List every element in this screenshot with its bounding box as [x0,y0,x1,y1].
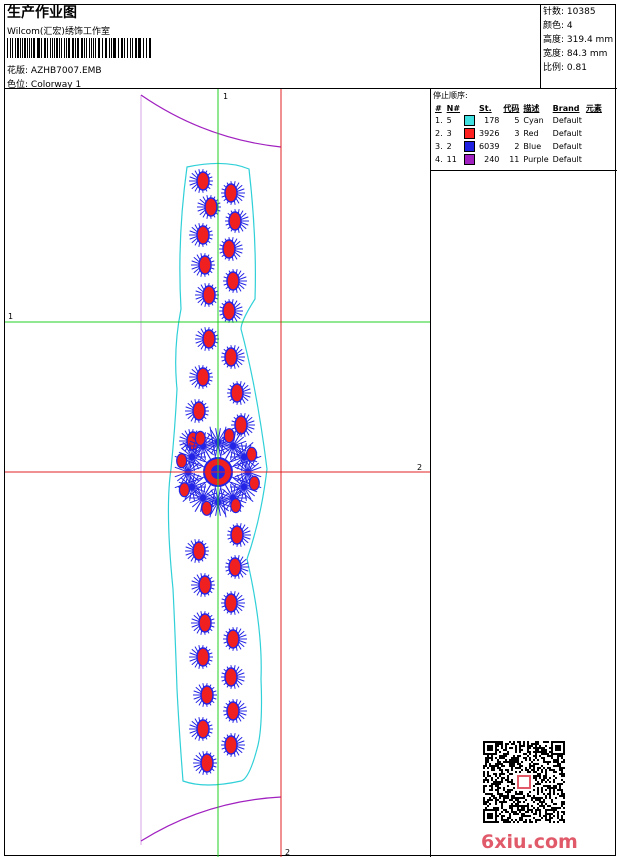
purple-bottom-arc [140,796,282,842]
company-name: Wilcom(汇宏)绣饰工作室 [7,27,110,37]
h2-label: 2 [417,463,422,472]
embroidery-preview: 1 1 2 2 [5,89,430,857]
row-code: 3 [514,129,520,138]
row-stitches: 6039 [479,142,500,151]
row-needle: 3 [446,129,452,138]
colorway-label: 色位: [7,80,29,90]
h1-label: 1 [8,312,13,321]
row-code: 5 [514,116,520,125]
site-logo: 6xiu.com [481,831,578,853]
row-brand: Default [552,142,582,151]
col-brand: Brand [552,103,580,113]
row-swatch [462,114,477,127]
colorway: 色位: Colorway 1 [7,77,81,90]
col-desc: 描述 [523,103,540,113]
page-title: 生产作业图 [7,5,77,21]
row-swatch [462,127,477,140]
design-stats: 针数: 10385 颜色: 4 高度: 319.4 mm 宽度: 84.3 mm… [541,5,617,89]
table-row: 1. 5 178 5 Cyan Default [433,114,604,127]
col-stitches: St. [479,103,492,113]
design-value: AZHB7007.EMB [30,66,102,76]
row-brand: Default [552,129,582,138]
v1-label: 1 [223,92,228,101]
stat-width: 宽度: 84.3 mm [543,49,608,59]
barcode [7,38,152,58]
color-swatch [464,154,476,165]
stop-sequence-table: # N# St. 代码 描述 Brand 元素 1. 5 178 5 Cyan Defau… [433,102,604,166]
row-desc: Purple [523,155,549,164]
col-needle: N# [446,103,461,113]
embroidery-motif [172,169,264,775]
stat-colors: 颜色: 4 [543,21,573,31]
header-info: 生产作业图 Wilcom(汇宏)绣饰工作室 花版: AZHB7007.EMB 色… [5,5,541,90]
stat-height: 高度: 319.4 mm [543,35,614,45]
stop-sequence-panel: 停止顺序: # N# St. 代码 描述 Brand 元素 1. 5 178 5 Cya… [431,89,617,171]
color-swatch [464,141,476,152]
row-stitches: 3926 [479,129,500,138]
purple-top-arc [140,94,282,148]
table-row: 3. 2 6039 2 Blue Default [433,140,604,153]
qr-code [483,741,565,823]
row-index: 2. [435,129,443,138]
cyan-boundary [167,162,268,786]
stat-stitches: 针数: 10385 [543,7,596,17]
row-needle: 11 [446,155,457,164]
v2-label: 2 [285,848,290,857]
row-stitches: 240 [484,155,500,164]
stop-sequence-header: # N# St. 代码 描述 Brand 元素 [433,102,604,114]
row-needle: 2 [446,142,452,151]
color-swatch [464,115,476,126]
col-swatch [462,102,477,114]
worksheet-frame: 生产作业图 Wilcom(汇宏)绣饰工作室 花版: AZHB7007.EMB 色… [4,4,617,857]
row-code: 2 [514,142,520,151]
row-brand: Default [552,155,582,164]
stop-sequence-title: 停止顺序: [433,91,468,100]
row-index: 1. [435,116,443,125]
stat-scale: 比例: 0.81 [543,63,587,73]
table-row: 4. 11 240 11 Purple Default [433,153,604,166]
row-stitches: 178 [484,116,500,125]
row-needle: 5 [446,116,452,125]
row-desc: Red [523,129,539,138]
row-brand: Default [552,116,582,125]
colorway-value: Colorway 1 [30,80,82,90]
row-code: 11 [509,155,520,164]
design-label: 花版: [7,66,29,76]
design-canvas: 1 1 2 2 [5,89,431,857]
table-row: 2. 3 3926 3 Red Default [433,127,604,140]
row-index: 3. [435,142,443,151]
col-code: 代码 [503,103,520,113]
col-element: 元素 [585,103,602,113]
row-index: 4. [435,155,443,164]
color-swatch [464,128,476,139]
design-name: 花版: AZHB7007.EMB [7,63,102,76]
col-index: # [435,103,442,113]
row-swatch [462,153,477,166]
row-desc: Blue [523,142,542,151]
row-swatch [462,140,477,153]
row-desc: Cyan [523,116,544,125]
